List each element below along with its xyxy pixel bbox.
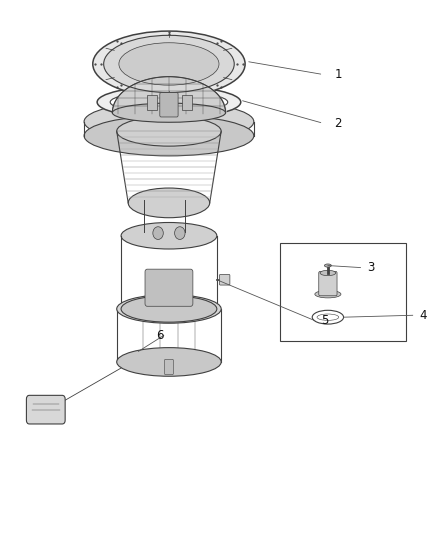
Ellipse shape	[325, 264, 332, 267]
Text: 3: 3	[367, 261, 374, 274]
Bar	[147, 95, 157, 110]
Ellipse shape	[315, 290, 341, 298]
Ellipse shape	[121, 296, 217, 322]
FancyBboxPatch shape	[160, 93, 178, 117]
FancyBboxPatch shape	[173, 359, 187, 371]
Ellipse shape	[84, 116, 254, 156]
FancyBboxPatch shape	[26, 395, 65, 424]
Bar	[182, 95, 191, 110]
Ellipse shape	[117, 116, 221, 146]
Text: 5: 5	[321, 314, 328, 327]
FancyBboxPatch shape	[145, 269, 193, 306]
Ellipse shape	[84, 101, 254, 142]
Text: 6: 6	[156, 329, 163, 342]
Ellipse shape	[128, 188, 210, 217]
Text: 2: 2	[334, 117, 342, 130]
Ellipse shape	[93, 31, 245, 97]
Bar	[280, 243, 406, 341]
FancyBboxPatch shape	[151, 359, 165, 371]
FancyBboxPatch shape	[131, 359, 145, 371]
FancyBboxPatch shape	[192, 359, 206, 371]
Ellipse shape	[320, 270, 336, 276]
FancyBboxPatch shape	[219, 274, 230, 285]
Ellipse shape	[317, 314, 339, 320]
Ellipse shape	[121, 222, 217, 249]
Ellipse shape	[97, 86, 241, 118]
Ellipse shape	[117, 348, 221, 376]
Ellipse shape	[117, 295, 221, 323]
Ellipse shape	[104, 35, 234, 93]
Circle shape	[175, 227, 185, 239]
Circle shape	[153, 227, 163, 239]
Text: 4: 4	[419, 309, 427, 322]
FancyBboxPatch shape	[165, 359, 173, 375]
Ellipse shape	[312, 310, 343, 324]
FancyBboxPatch shape	[319, 271, 337, 296]
Text: 1: 1	[334, 68, 342, 81]
Ellipse shape	[119, 43, 219, 85]
Ellipse shape	[110, 92, 228, 113]
Ellipse shape	[113, 103, 226, 122]
